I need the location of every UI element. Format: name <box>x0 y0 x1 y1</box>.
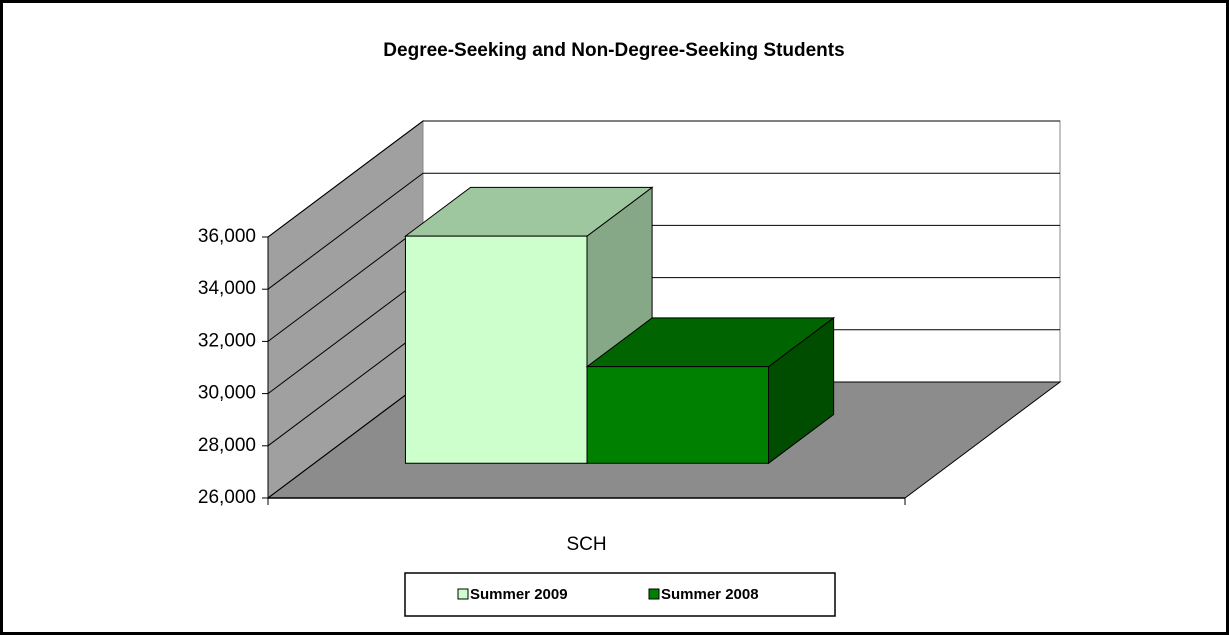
legend-swatch <box>457 588 469 600</box>
y-tick-label: 36,000 <box>198 226 256 247</box>
legend-label: Summer 2009 <box>470 586 568 603</box>
y-tick-label: 30,000 <box>198 383 256 404</box>
legend-label: Summer 2008 <box>661 586 759 603</box>
y-tick-label: 26,000 <box>198 487 256 508</box>
grid-line <box>267 172 1060 290</box>
y-tick-label: 28,000 <box>198 435 256 456</box>
grid-line <box>267 120 1060 238</box>
x-tick-label: SCH <box>566 534 606 555</box>
bar <box>404 235 588 464</box>
legend-swatch <box>648 588 660 600</box>
chart-title: Degree-Seeking and Non-Degree-Seeking St… <box>383 40 844 61</box>
legend-box <box>404 572 836 617</box>
y-tick-label: 32,000 <box>198 330 256 351</box>
y-tick-label: 34,000 <box>198 278 256 299</box>
bar <box>586 366 770 464</box>
